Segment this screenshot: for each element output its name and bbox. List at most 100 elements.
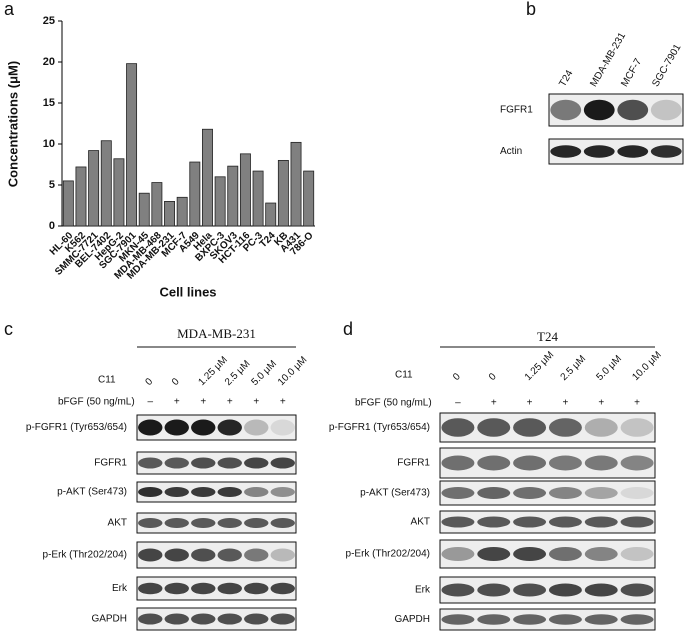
bar bbox=[138, 192, 150, 227]
blot-band bbox=[441, 614, 475, 625]
blot-band bbox=[164, 518, 189, 528]
blot-band bbox=[620, 455, 654, 471]
blot-band bbox=[270, 419, 295, 436]
blot-band bbox=[191, 548, 216, 562]
c11-dose: 0 bbox=[143, 376, 155, 388]
blot-band bbox=[513, 516, 547, 528]
blot-band bbox=[650, 145, 682, 158]
c11-dose: 0 bbox=[487, 371, 499, 383]
bfgf-mark: + bbox=[562, 398, 568, 409]
blot-band bbox=[620, 614, 654, 625]
row-label: FGFR1 bbox=[500, 105, 533, 116]
blot-band bbox=[620, 583, 654, 597]
panel-label: c bbox=[4, 319, 13, 339]
row-label: Erk bbox=[112, 583, 128, 594]
blot-band bbox=[583, 145, 615, 158]
blot-band bbox=[270, 548, 295, 562]
blot-band bbox=[191, 419, 216, 436]
blot-band bbox=[164, 487, 189, 497]
blot-frame bbox=[548, 93, 684, 127]
bfgf-label: bFGF (50 ng/mL) bbox=[355, 398, 432, 409]
blot-band bbox=[584, 455, 618, 471]
blot-band bbox=[513, 487, 547, 499]
blot-band bbox=[583, 99, 615, 121]
bar bbox=[227, 165, 239, 227]
bfgf-mark: + bbox=[634, 398, 640, 409]
blot-band bbox=[513, 547, 547, 561]
c11-label: C11 bbox=[395, 370, 413, 381]
blot-band bbox=[441, 487, 475, 499]
blot-band bbox=[138, 487, 163, 497]
bar bbox=[214, 176, 226, 227]
blot-band bbox=[548, 487, 582, 499]
y-tick-label: 0 bbox=[49, 220, 55, 232]
cell-line: MDA-MB-231 bbox=[177, 326, 256, 341]
blot-band bbox=[164, 582, 189, 595]
blot-band bbox=[550, 145, 582, 158]
blot-band bbox=[138, 582, 163, 595]
blot-band bbox=[138, 457, 163, 469]
blot-band bbox=[191, 613, 216, 625]
bar bbox=[176, 196, 188, 227]
blot-band bbox=[584, 516, 618, 528]
bar bbox=[126, 63, 138, 227]
row-label: GAPDH bbox=[91, 614, 127, 625]
bar bbox=[290, 141, 302, 227]
row-label: Actin bbox=[500, 146, 522, 157]
bar bbox=[202, 128, 213, 227]
blot-band bbox=[217, 487, 242, 497]
blot-band bbox=[584, 487, 618, 499]
row-label: p-AKT (Ser473) bbox=[57, 487, 127, 498]
panel-label: d bbox=[343, 319, 353, 339]
blot-band bbox=[548, 614, 582, 625]
blot-band bbox=[513, 614, 547, 625]
blot-band bbox=[270, 582, 295, 595]
c11-dose: 10.0 μM bbox=[630, 350, 663, 383]
blot-band bbox=[620, 418, 654, 437]
cell-line: T24 bbox=[537, 329, 558, 344]
row-label: FGFR1 bbox=[397, 458, 430, 469]
blot-band bbox=[441, 547, 475, 561]
c11-label: C11 bbox=[98, 375, 116, 386]
blot-band bbox=[441, 455, 475, 471]
blot-band bbox=[584, 547, 618, 561]
y-tick-label: 25 bbox=[43, 15, 55, 27]
blot-band bbox=[244, 487, 269, 497]
blot-band bbox=[620, 547, 654, 561]
y-tick-label: 5 bbox=[49, 179, 55, 191]
blot-band bbox=[217, 419, 242, 436]
c11-dose: 1.25 μM bbox=[523, 350, 556, 383]
blot-band bbox=[191, 487, 216, 497]
row-label: AKT bbox=[411, 517, 430, 528]
c11-dose: 5.0 μM bbox=[594, 353, 624, 383]
bar bbox=[88, 150, 100, 227]
blot-band bbox=[191, 457, 216, 469]
blot-band bbox=[244, 613, 269, 625]
bfgf-mark: + bbox=[598, 398, 604, 409]
blot-band bbox=[270, 613, 295, 625]
blot-band bbox=[244, 419, 269, 436]
blot-band bbox=[620, 516, 654, 528]
blot-band bbox=[584, 614, 618, 625]
blot-band bbox=[441, 583, 475, 597]
blot-band bbox=[620, 487, 654, 499]
blot-frame bbox=[439, 447, 656, 479]
blot-band bbox=[217, 582, 242, 595]
blot-band bbox=[270, 487, 295, 497]
bfgf-mark: + bbox=[527, 398, 533, 409]
bfgf-mark: + bbox=[174, 397, 180, 408]
bfgf-mark: – bbox=[455, 398, 461, 409]
c11-dose: 0 bbox=[451, 371, 463, 383]
blot-band bbox=[548, 516, 582, 528]
bar bbox=[100, 140, 112, 227]
bar bbox=[252, 170, 264, 227]
blot-band bbox=[138, 548, 163, 562]
blot-band bbox=[441, 516, 475, 528]
bfgf-label: bFGF (50 ng/mL) bbox=[58, 397, 135, 408]
blot-frame bbox=[439, 480, 656, 506]
panel-label: a bbox=[4, 0, 15, 19]
y-tick-label: 20 bbox=[43, 56, 55, 68]
row-label: p-FGFR1 (Tyr653/654) bbox=[329, 422, 430, 433]
lane-label: T24 bbox=[557, 68, 575, 89]
